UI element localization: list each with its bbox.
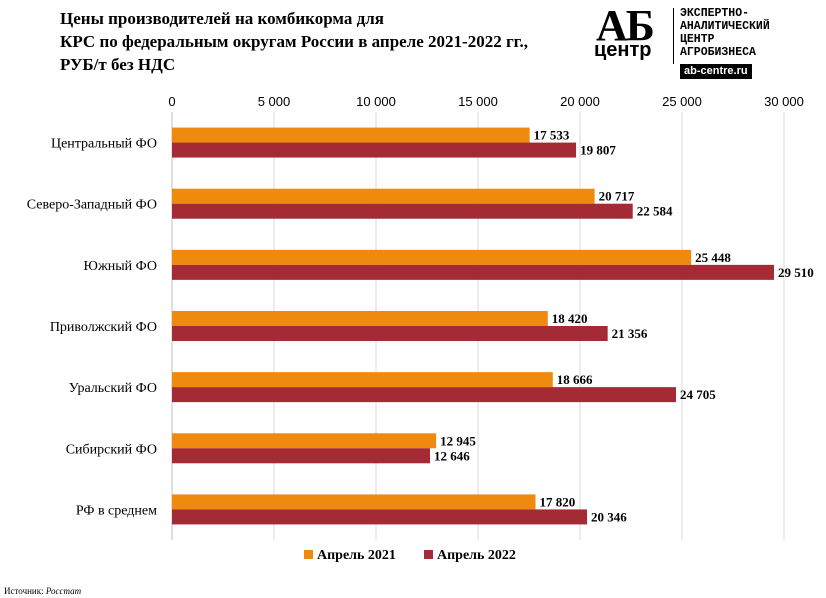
logo-url: ab-centre.ru bbox=[680, 64, 752, 79]
source-note: Источник: Росстат bbox=[4, 586, 81, 596]
logo-line-1: ЭКСПЕРТНО- bbox=[680, 7, 750, 20]
data-label: 25 448 bbox=[695, 250, 731, 265]
legend-swatch-2022 bbox=[424, 550, 433, 559]
category-label: Центральный ФО bbox=[51, 137, 157, 152]
category-label: Приволжский ФО bbox=[50, 320, 157, 335]
data-label: 12 646 bbox=[434, 448, 470, 463]
category-label: РФ в среднем bbox=[76, 503, 157, 518]
data-label: 17 820 bbox=[540, 494, 576, 509]
data-label: 24 705 bbox=[680, 387, 716, 402]
ab-centre-logo: АБ центр ЭКСПЕРТНО- АНАЛИТИЧЕСКИЙ ЦЕНТР … bbox=[590, 4, 800, 82]
category-label: Южный ФО bbox=[84, 259, 157, 274]
title-line-1: Цены производителей на комбикорма для bbox=[60, 9, 384, 28]
x-tick-label: 25 000 bbox=[662, 94, 702, 109]
bar-2021 bbox=[172, 311, 548, 326]
x-tick-label: 10 000 bbox=[356, 94, 396, 109]
source-label: Источник: bbox=[4, 586, 44, 596]
logo-line-4: АГРОБИЗНЕСА bbox=[680, 46, 756, 59]
x-tick-label: 15 000 bbox=[458, 94, 498, 109]
logo-center-word: центр bbox=[594, 39, 652, 61]
data-label: 20 346 bbox=[591, 509, 627, 524]
category-label: Уральский ФО bbox=[69, 381, 157, 396]
source-value: Росстат bbox=[45, 586, 82, 596]
category-label: Сибирский ФО bbox=[66, 442, 157, 457]
x-tick-label: 5 000 bbox=[258, 94, 291, 109]
bar-2022 bbox=[172, 448, 430, 464]
logo-divider bbox=[673, 8, 674, 64]
bar-2021 bbox=[172, 188, 595, 204]
data-label: 20 717 bbox=[599, 189, 635, 204]
x-tick-label: 20 000 bbox=[560, 94, 600, 109]
data-label: 17 533 bbox=[534, 128, 570, 143]
bar-2022 bbox=[172, 264, 775, 280]
bar-2021 bbox=[172, 494, 536, 510]
bar-2022 bbox=[172, 203, 633, 219]
bar-2021 bbox=[172, 433, 437, 449]
data-label: 29 510 bbox=[778, 265, 814, 280]
title-line-3: РУБ/т без НДС bbox=[60, 55, 176, 74]
data-label: 22 584 bbox=[637, 204, 673, 219]
logo-ab-mark: АБ bbox=[596, 1, 655, 50]
bar-2022 bbox=[172, 509, 588, 525]
legend-label: Апрель 2022 bbox=[437, 548, 516, 563]
title-line-2: КРС по федеральным округам России в апре… bbox=[60, 32, 528, 51]
data-label: 21 356 bbox=[612, 326, 648, 341]
x-tick-label: 0 bbox=[168, 94, 175, 109]
x-tick-label: 30 000 bbox=[764, 94, 804, 109]
data-label: 12 945 bbox=[440, 433, 476, 448]
category-label: Северо-Западный ФО bbox=[27, 198, 157, 213]
logo-line-2: АНАЛИТИЧЕСКИЙ bbox=[680, 20, 770, 33]
bar-2021 bbox=[172, 249, 692, 265]
legend-swatch-2021 bbox=[304, 550, 313, 559]
bar-2022 bbox=[172, 326, 608, 341]
data-label: 18 666 bbox=[557, 372, 593, 387]
data-label: 18 420 bbox=[552, 311, 588, 326]
chart-title: Цены производителей на комбикорма для КР… bbox=[60, 7, 580, 76]
logo-line-3: ЦЕНТР bbox=[680, 33, 715, 46]
bar-2021 bbox=[172, 127, 530, 143]
bar-2021 bbox=[172, 372, 553, 388]
bar-2022 bbox=[172, 387, 676, 403]
bar-2022 bbox=[172, 142, 577, 158]
legend-label: Апрель 2021 bbox=[317, 548, 396, 563]
data-label: 19 807 bbox=[580, 143, 616, 158]
